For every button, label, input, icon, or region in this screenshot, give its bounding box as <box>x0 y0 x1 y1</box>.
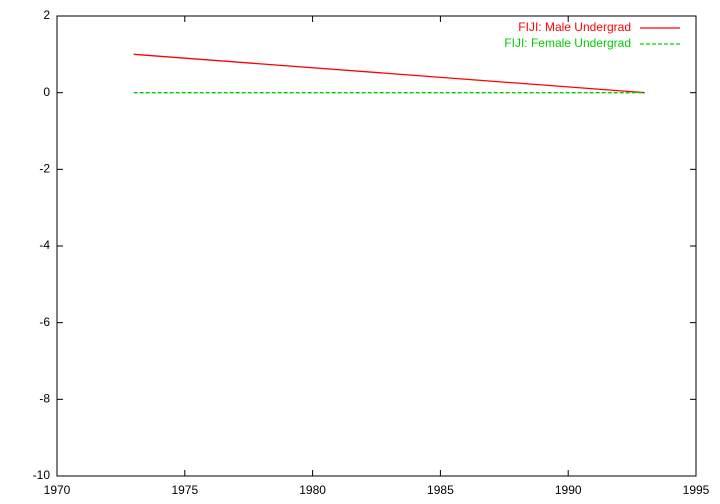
series-line <box>133 53 645 94</box>
y-tick-label: -10 <box>33 468 51 482</box>
x-tick-label: 1995 <box>683 483 710 497</box>
x-tick-label: 1970 <box>44 483 71 497</box>
y-tick-label: -2 <box>39 162 50 176</box>
y-tick-label: -8 <box>39 392 50 406</box>
y-tick-label: -6 <box>39 315 50 329</box>
x-tick-label: 1990 <box>555 483 582 497</box>
x-tick-label: 1980 <box>299 483 326 497</box>
x-tick-label: 1985 <box>427 483 454 497</box>
legend-label: FIJI: Male Undergrad <box>518 20 631 34</box>
x-tick-label: 1975 <box>171 483 198 497</box>
legend-label: FIJI: Female Undergrad <box>504 36 631 50</box>
plot-frame <box>56 15 697 477</box>
y-tick-label: -4 <box>39 238 50 252</box>
y-tick-label: 2 <box>43 8 50 22</box>
y-tick-label: 0 <box>43 85 50 99</box>
